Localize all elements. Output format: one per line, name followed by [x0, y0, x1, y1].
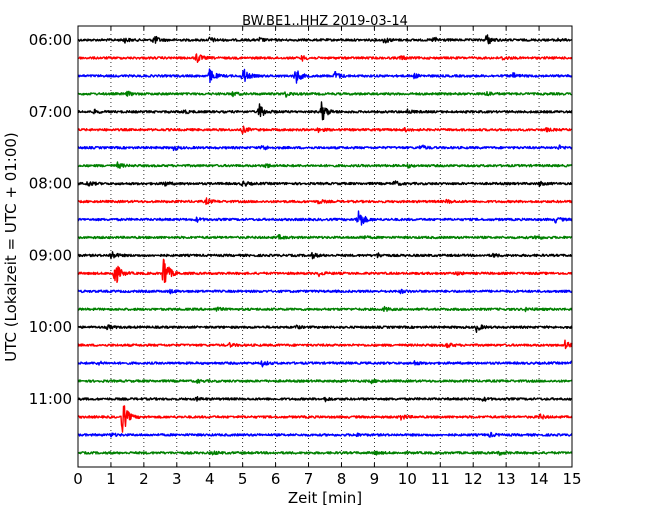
- seismogram-trace: [77, 161, 573, 169]
- x-tick-label: 12: [464, 470, 483, 488]
- seismogram-trace: [77, 450, 573, 456]
- plot-frame: [77, 25, 573, 468]
- y-tick-label: 07:00: [29, 103, 72, 121]
- x-tick-label: 7: [304, 470, 314, 488]
- seismogram-trace: [77, 101, 573, 121]
- seismogram-trace: [77, 288, 573, 295]
- seismogram-trace: [77, 305, 573, 313]
- grid-lines: [110, 26, 540, 467]
- seismogram-trace: [77, 378, 573, 385]
- x-tick-label: 10: [398, 470, 417, 488]
- y-axis-label: UTC (Lokalzeit = UTC + 01:00): [2, 132, 20, 362]
- seismogram-trace: [77, 180, 573, 188]
- seismogram-trace: [77, 197, 573, 205]
- x-tick-label: 4: [205, 470, 215, 488]
- seismogram-trace: [77, 68, 573, 84]
- seismogram-trace: [77, 234, 573, 240]
- seismogram-trace: [77, 53, 573, 63]
- x-tick-label: 2: [139, 470, 149, 488]
- seismogram-trace: [77, 396, 573, 403]
- seismogram-trace: [77, 431, 573, 438]
- seismogram-trace: [77, 251, 573, 260]
- x-tick-label: 15: [562, 470, 581, 488]
- seismogram-trace: [77, 144, 573, 152]
- seismogram-trace: [77, 90, 573, 98]
- y-axis-ticks: 06:00 07:00 08:00 09:00 10:00 11:00: [29, 31, 572, 408]
- trace-group: [77, 34, 573, 456]
- x-axis-label: Zeit [min]: [288, 489, 362, 507]
- y-tick-label: 06:00: [29, 31, 72, 49]
- seismogram-trace: [77, 324, 573, 333]
- x-tick-label: 14: [530, 470, 549, 488]
- seismogram-trace: [77, 360, 573, 368]
- x-tick-label: 9: [370, 470, 380, 488]
- x-tick-label: 1: [106, 470, 116, 488]
- y-tick-label: 10:00: [29, 318, 72, 336]
- chart-title: BW.BE1..HHZ 2019-03-14: [242, 14, 408, 29]
- y-tick-label: 11:00: [29, 390, 72, 408]
- x-tick-label: 3: [172, 470, 182, 488]
- seismogram-trace: [77, 258, 573, 283]
- seismogram-trace: [77, 405, 573, 433]
- x-tick-label: 13: [497, 470, 516, 488]
- x-tick-label: 5: [238, 470, 248, 488]
- seismogram-trace: [77, 125, 573, 135]
- x-axis-ticks: 0 1 2 3 4 5 6 7 8 9 10 11 12 13 14 15: [73, 26, 582, 488]
- y-tick-label: 08:00: [29, 175, 72, 193]
- seismogram-trace: [77, 339, 573, 350]
- x-tick-label: 11: [431, 470, 450, 488]
- seismogram-trace: [77, 34, 573, 45]
- seismogram-trace: [77, 210, 573, 226]
- y-tick-label: 09:00: [29, 246, 72, 264]
- x-tick-label: 0: [73, 470, 83, 488]
- x-tick-label: 8: [337, 470, 347, 488]
- x-tick-label: 6: [271, 470, 281, 488]
